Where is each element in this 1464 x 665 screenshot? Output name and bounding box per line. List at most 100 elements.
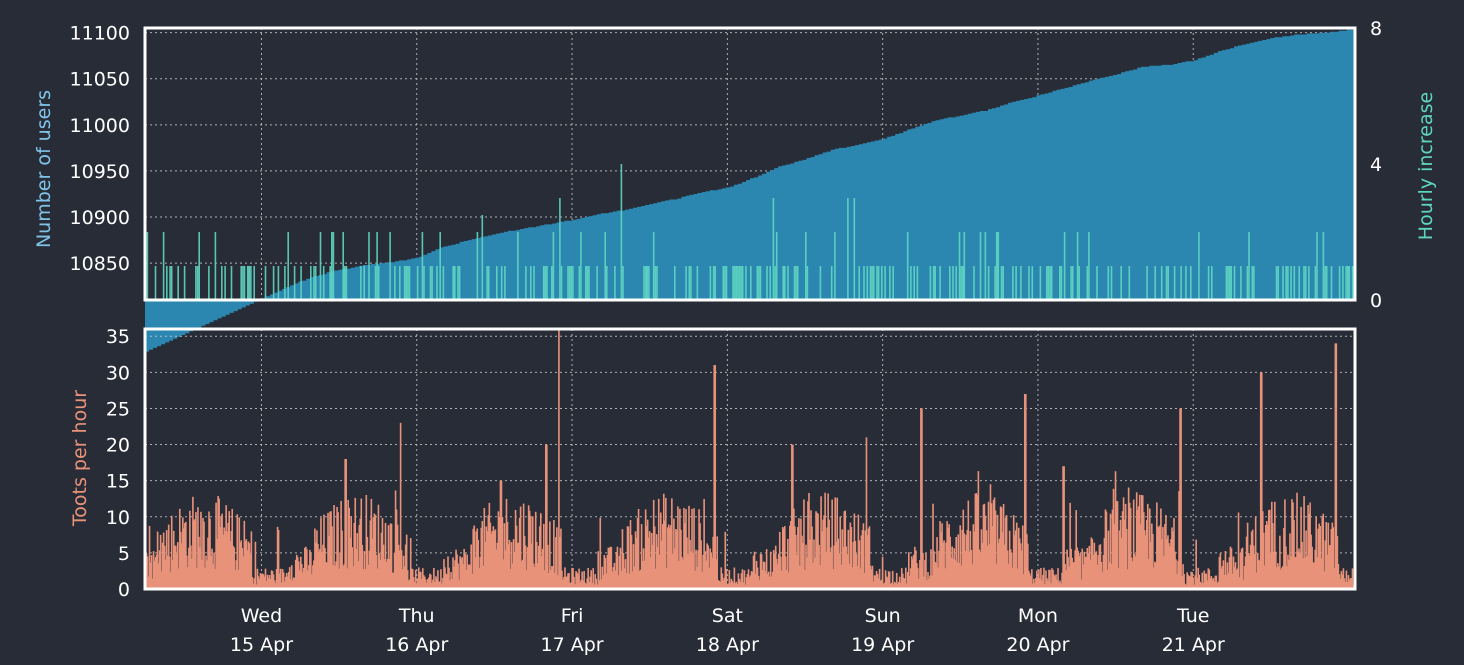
- toots-bar: [392, 572, 395, 589]
- toots-bar: [554, 572, 556, 589]
- toots-bar: [1110, 563, 1113, 589]
- toots-bar: [509, 569, 512, 589]
- toots-bar: [321, 552, 323, 589]
- toots-bar: [1228, 557, 1231, 589]
- toots-bar: [975, 493, 978, 589]
- toots-bar: [244, 540, 247, 589]
- hourly-increase-bar: [787, 266, 789, 300]
- date-tick-date: 16 Apr: [385, 634, 448, 656]
- hourly-increase-bar: [1078, 266, 1080, 300]
- toots-bar: [312, 565, 314, 589]
- toots-bar: [188, 547, 190, 589]
- toots-bar: [854, 540, 857, 589]
- toots-bar: [518, 517, 521, 589]
- toots-bar: [616, 546, 619, 589]
- hourly-increase-bar: [745, 266, 747, 300]
- toots-bar: [952, 558, 954, 589]
- toots-bar: [499, 480, 502, 589]
- toots-bar: [215, 502, 217, 589]
- toots-bar: [260, 575, 263, 589]
- toots-bar: [261, 573, 264, 589]
- hourly-increase-bar: [198, 232, 200, 300]
- toots-bar: [1252, 545, 1255, 589]
- toots-bar: [353, 523, 356, 589]
- toots-bar: [991, 526, 994, 589]
- toots-bar: [362, 569, 365, 589]
- toots-bar: [447, 556, 449, 589]
- toots-bar: [944, 568, 946, 589]
- toots-bar: [556, 527, 558, 589]
- toots-bar: [1172, 531, 1174, 589]
- toots-bar: [876, 573, 879, 589]
- toots-bar: [403, 566, 406, 589]
- toots-bar: [1083, 551, 1086, 589]
- toots-bar: [562, 579, 564, 589]
- hourly-increase-bar: [476, 232, 479, 300]
- toots-bar: [896, 583, 899, 589]
- toots-bar: [1214, 575, 1217, 589]
- hourly-increase-bar: [533, 266, 535, 300]
- toots-bar: [573, 576, 575, 589]
- toots-bar: [1281, 567, 1283, 589]
- toots-bar: [358, 525, 361, 589]
- toots-bar: [689, 540, 691, 589]
- toots-bar: [1055, 574, 1057, 589]
- date-tick-day: Thu: [398, 605, 435, 627]
- toots-bar: [701, 571, 703, 589]
- toots-bar: [1163, 556, 1165, 589]
- toots-bar: [184, 523, 186, 589]
- toots-bar: [505, 498, 508, 589]
- hourly-increase-bar: [1015, 266, 1017, 300]
- toots-bar: [767, 571, 770, 589]
- toots-axis-title: Toots per hour: [69, 390, 91, 527]
- hourly-increase-bar: [1198, 232, 1200, 300]
- toots-bar: [1136, 510, 1139, 589]
- toots-bar: [955, 537, 958, 589]
- toots-bar: [1179, 408, 1181, 589]
- toots-bar: [674, 548, 676, 589]
- date-tick-date: 19 Apr: [851, 634, 914, 656]
- toots-bar: [341, 530, 343, 589]
- hourly-increase-bar: [622, 266, 624, 300]
- hourly-increase-bar: [960, 266, 962, 300]
- hourly-increase-bar: [481, 215, 484, 300]
- toots-bar: [309, 549, 311, 589]
- toots-bar: [768, 576, 771, 589]
- toots-bar: [864, 530, 867, 589]
- toots-bar: [291, 580, 294, 589]
- toots-bar: [868, 526, 871, 589]
- toots-bar: [234, 570, 237, 589]
- toots-bar: [551, 566, 553, 589]
- toots-bar: [667, 527, 669, 589]
- hourly-increase-bar: [405, 266, 407, 300]
- users-panel: 10850 10900 10950 11000 11050 11100 0 4 8 Numbe…: [33, 18, 1437, 352]
- toots-bar: [1194, 575, 1196, 589]
- toots-bar: [831, 499, 833, 589]
- toots-bar: [563, 577, 565, 589]
- date-tick-date: 15 Apr: [230, 634, 293, 656]
- toots-bar: [498, 517, 501, 589]
- hourly-increase-bar: [1046, 266, 1048, 300]
- toots-bar: [213, 552, 215, 589]
- toots-bar: [644, 509, 647, 589]
- toots-bar: [780, 570, 783, 589]
- toots-bar: [217, 496, 219, 589]
- toots-bar: [1084, 556, 1087, 589]
- hourly-increase-bar: [560, 266, 563, 300]
- toots-bar: [473, 525, 476, 589]
- hourly-increase-bar: [1086, 266, 1089, 300]
- hourly-increase-bar: [1304, 266, 1307, 300]
- hourly-increase-bar: [775, 232, 778, 300]
- toots-bar: [920, 408, 922, 589]
- toots-bar: [791, 444, 793, 589]
- hourly-increase-bar: [932, 266, 935, 300]
- hourly-increase-bar: [329, 266, 331, 300]
- toots-bar: [885, 576, 888, 589]
- toots-bar: [762, 561, 765, 589]
- toots-bar: [619, 547, 622, 589]
- toots-bar: [996, 514, 999, 589]
- toots-bar: [350, 516, 353, 589]
- hourly-increase-bar: [374, 266, 377, 300]
- toots-bar: [1123, 519, 1126, 589]
- toots-bar: [910, 568, 912, 589]
